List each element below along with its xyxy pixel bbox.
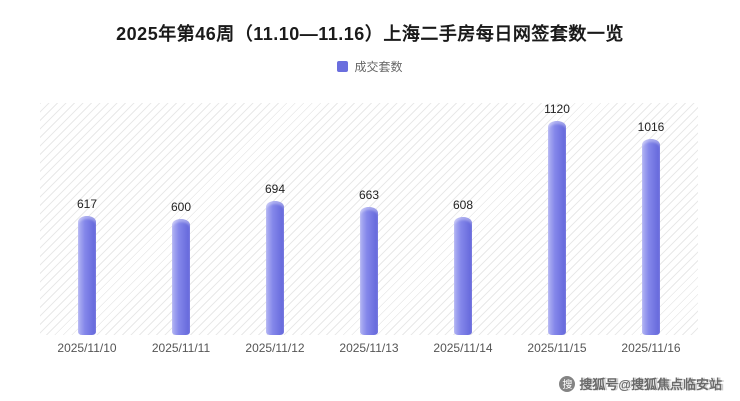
chart-title: 2025年第46周（11.10—11.16）上海二手房每日网签套数一览 [116, 24, 624, 44]
x-axis-label: 2025/11/12 [245, 341, 305, 355]
bar-column: 694 [228, 103, 322, 335]
bar[interactable] [548, 121, 566, 335]
x-axis-label: 2025/11/10 [57, 341, 117, 355]
bar-value-label: 663 [358, 187, 380, 202]
x-axis: 2025/11/10 2025/11/11 2025/11/12 2025/11/13… [40, 341, 698, 355]
bar[interactable] [172, 219, 190, 335]
bar-value-label: 600 [170, 200, 192, 214]
bar-value-label: 1120 [544, 102, 570, 116]
bar-value-label: 608 [452, 198, 474, 213]
bar-column: 1120 [510, 103, 604, 335]
bar-value-label: 617 [76, 196, 98, 211]
bar-column: 663 [322, 103, 416, 335]
bars-group: 617 600 694 663 608 1120 1016 [40, 103, 698, 335]
watermark: 搜 搜狐号@搜狐焦点临安站 [559, 374, 722, 393]
bar[interactable] [360, 206, 378, 335]
legend-swatch-icon [337, 61, 349, 72]
bar[interactable] [266, 200, 284, 335]
x-axis-label: 2025/11/11 [151, 341, 211, 355]
legend-label: 成交套数 [354, 60, 403, 74]
legend: 成交套数 [0, 58, 740, 75]
bar[interactable] [78, 215, 96, 335]
bar-column: 1016 [604, 103, 698, 335]
bar-value-label: 1016 [637, 119, 665, 134]
x-axis-label: 2025/11/13 [339, 341, 399, 355]
bar[interactable] [642, 138, 660, 335]
legend-item[interactable]: 成交套数 [337, 58, 403, 75]
watermark-text: 搜狐号@搜狐焦点临安站 [579, 377, 722, 392]
bar-column: 608 [416, 103, 510, 335]
x-axis-label: 2025/11/15 [527, 341, 587, 355]
bar[interactable] [454, 217, 472, 335]
sohu-logo-icon: 搜 [559, 375, 576, 392]
x-axis-label: 2025/11/16 [621, 341, 681, 355]
bar-column: 617 [40, 103, 134, 335]
x-axis-label: 2025/11/14 [433, 341, 493, 355]
plot-area: 617 600 694 663 608 1120 1016 [40, 103, 698, 335]
bar-value-label: 694 [264, 181, 286, 196]
bar-column: 600 [134, 103, 228, 335]
